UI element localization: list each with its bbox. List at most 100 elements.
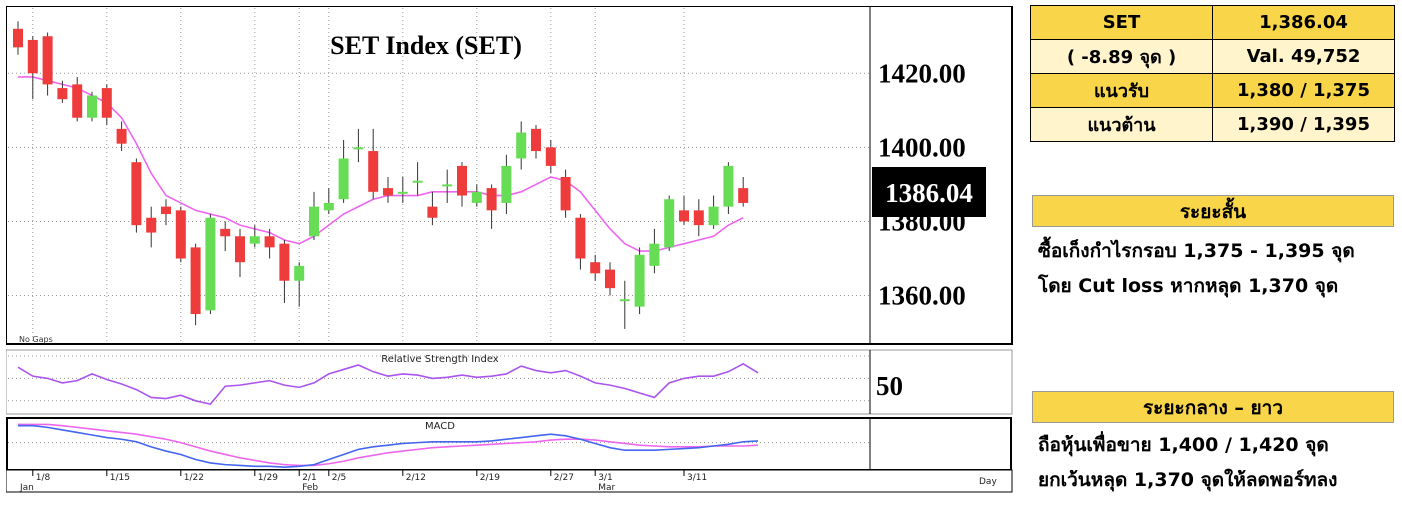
- change-value: ( -8.89 จุด ): [1030, 39, 1213, 74]
- chart-canvas: SET Index (SET) 1420.001400.001380.00136…: [5, 5, 1013, 493]
- date-tick-label: 1/15: [110, 473, 130, 483]
- macd-title: MACD: [425, 421, 455, 432]
- candle: [27, 36, 38, 100]
- candle-body: [486, 188, 497, 211]
- candle-body: [545, 147, 556, 166]
- candle: [116, 121, 127, 152]
- candle-body: [693, 210, 704, 226]
- candle: [368, 128, 379, 200]
- candle-body: [664, 199, 675, 248]
- candle-body: [560, 177, 571, 211]
- candle: [560, 169, 571, 218]
- candle: [634, 247, 645, 315]
- candle-body: [353, 147, 364, 150]
- chart-title: SET Index (SET): [330, 31, 522, 60]
- set-index-chart: SET Index (SET) 1420.00 1400.00 1380.00 136…: [5, 5, 1014, 494]
- candle-body: [590, 262, 601, 274]
- short-term-line-2: โดย Cut loss หากหลุด 1,370 จุด: [1038, 275, 1339, 297]
- candle: [205, 214, 216, 315]
- summary-row-resistance: แนวต้าน 1,390 / 1,395: [1030, 107, 1395, 142]
- month-tick-label: Mar: [598, 483, 615, 493]
- candle-body: [205, 217, 216, 311]
- resistance-label: แนวต้าน: [1030, 107, 1213, 142]
- candle: [397, 177, 408, 203]
- candle: [501, 154, 512, 215]
- candle: [383, 177, 393, 203]
- candle: [679, 195, 689, 226]
- current-price-label: 1386.04: [885, 178, 973, 208]
- candle: [220, 221, 231, 252]
- candle: [338, 139, 349, 203]
- date-tick-label: 2/5: [332, 473, 346, 483]
- candle-body: [57, 88, 68, 100]
- mid-long-term-line-2: ยกเว้นหลุด 1,370 จุดให้ลดพอร์ทลง: [1038, 469, 1338, 491]
- price-tick-label: 1400.00: [878, 132, 966, 162]
- candle: [427, 191, 438, 226]
- candle: [516, 121, 527, 170]
- candle-body: [471, 191, 482, 203]
- date-tick-label: 2/19: [480, 473, 500, 483]
- rsi-tick-50: 50: [876, 371, 903, 401]
- candle: [738, 177, 749, 207]
- candle-body: [338, 158, 349, 200]
- candle-body: [649, 243, 660, 266]
- short-term-heading: ระยะสั้น: [1032, 195, 1394, 227]
- rsi-polyline: [17, 362, 759, 406]
- month-tick-label: Feb: [302, 483, 318, 493]
- candle-body: [501, 165, 512, 203]
- summary-row-change: ( -8.89 จุด ) Val. 49,752: [1030, 39, 1395, 74]
- price-tick-label: 1420.00: [878, 58, 966, 88]
- signal-line: [18, 423, 759, 467]
- candle-body: [723, 165, 734, 207]
- macd-line: [18, 424, 759, 468]
- candle: [87, 91, 97, 122]
- candle-body: [190, 247, 201, 315]
- summary-row-support: แนวรับ 1,380 / 1,375: [1030, 73, 1395, 108]
- analysis-panel: SET 1,386.04 ( -8.89 จุด ) Val. 49,752 แ…: [1028, 0, 1398, 506]
- month-tick-label: Jan: [19, 483, 34, 493]
- candle: [575, 214, 586, 270]
- candle: [294, 262, 305, 307]
- candle: [708, 195, 719, 229]
- date-tick-label: 2/27: [554, 473, 574, 483]
- candle-body: [249, 236, 260, 244]
- candle: [101, 84, 112, 126]
- rsi-title: Relative Strength Index: [381, 354, 499, 365]
- candle-body: [146, 217, 157, 233]
- date-tick-label: 1/8: [36, 473, 51, 483]
- candle: [190, 243, 201, 326]
- candle-body: [575, 217, 586, 259]
- candle: [590, 254, 601, 281]
- candle: [309, 191, 319, 240]
- candle: [457, 162, 467, 207]
- candle: [57, 80, 68, 103]
- candle: [353, 128, 364, 163]
- candle-body: [235, 236, 245, 263]
- summary-row-set: SET 1,386.04: [1030, 5, 1395, 40]
- date-tick-label: 2/12: [406, 473, 426, 483]
- candle-body: [738, 188, 749, 203]
- candle-body: [294, 265, 305, 281]
- candle: [531, 125, 541, 159]
- candle: [471, 184, 482, 207]
- moving-average: [18, 76, 744, 252]
- candle: [664, 195, 675, 252]
- candle-body: [309, 206, 319, 237]
- candles: [13, 21, 749, 329]
- candle-body: [634, 254, 645, 307]
- candle: [235, 228, 245, 278]
- resistance-value: 1,390 / 1,395: [1212, 107, 1395, 142]
- date-tick-label: 1/29: [258, 473, 278, 483]
- candle-body: [457, 165, 467, 196]
- candle: [72, 76, 83, 122]
- no-gaps-label: No Gaps: [19, 335, 53, 344]
- date-axis: [5, 469, 1013, 493]
- candle: [723, 162, 734, 215]
- summary-table: SET 1,386.04 ( -8.89 จุด ) Val. 49,752 แ…: [1030, 5, 1395, 142]
- price-tick-label: 1360.00: [878, 281, 966, 311]
- date-tick-label: 1/22: [184, 473, 204, 483]
- candle-body: [323, 202, 334, 211]
- candle-body: [708, 206, 719, 226]
- date-tick-label: 2/1: [302, 473, 316, 483]
